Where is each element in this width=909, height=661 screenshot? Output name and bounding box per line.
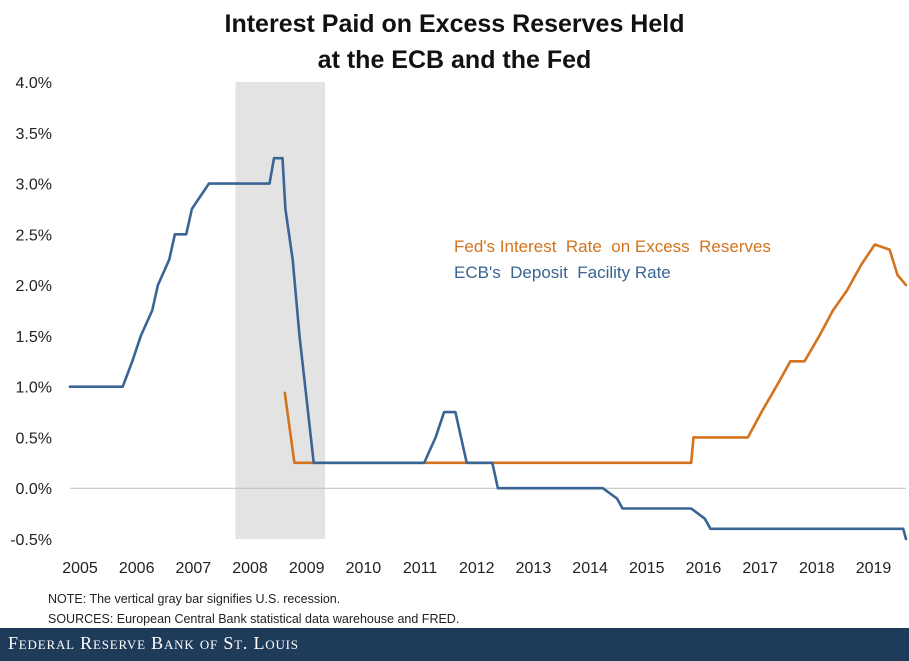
legend-fed-ioer: Fed's Interest Rate on Excess Reserves [454, 237, 771, 256]
y-tick-label: 1.0% [16, 380, 52, 397]
chart-notes: NOTE: The vertical gray bar signifies U.… [48, 589, 459, 629]
y-tick-label: 3.0% [16, 177, 52, 194]
chart-title-line-1: Interest Paid on Excess Reserves Held [224, 10, 685, 38]
footer-brand: Federal Reserve Bank of St. Louis [8, 633, 299, 653]
y-tick-label: 0.5% [16, 430, 52, 447]
fed-ioer-series-line [283, 243, 908, 465]
x-tick-label: 2019 [856, 560, 892, 577]
x-tick-label: 2005 [62, 560, 98, 577]
x-tick-label: 2012 [459, 560, 495, 577]
y-tick-label: 3.5% [16, 126, 52, 143]
y-tick-label: 1.5% [16, 329, 52, 346]
y-tick-label: 4.0% [16, 75, 52, 92]
x-tick-label: 2007 [176, 560, 212, 577]
x-tick-label: 2014 [572, 560, 608, 577]
y-tick-label: -0.5% [10, 532, 52, 549]
recession-note: NOTE: The vertical gray bar signifies U.… [48, 592, 341, 606]
chart-title-line-2: at the ECB and the Fed [317, 46, 592, 74]
ecb-deposit-rate-series-line [68, 156, 908, 541]
x-tick-label: 2009 [289, 560, 325, 577]
x-tick-label: 2008 [232, 560, 268, 577]
x-tick-label: 2010 [346, 560, 382, 577]
y-tick-label: 2.0% [16, 278, 52, 295]
x-tick-label: 2013 [516, 560, 552, 577]
x-tick-label: 2018 [799, 560, 835, 577]
x-tick-label: 2017 [742, 560, 778, 577]
chart-title: Interest Paid on Excess Reserves Held at… [0, 6, 909, 78]
x-tick-label: 2006 [119, 560, 155, 577]
x-tick-label: 2015 [629, 560, 665, 577]
x-tick-label: 2016 [686, 560, 722, 577]
legend-ecb-deposit-rate: ECB's Deposit Facility Rate [454, 263, 671, 282]
y-tick-label: 2.5% [16, 227, 52, 244]
footer-bar: Federal Reserve Bank of St. Louis [0, 628, 909, 661]
y-tick-label: 0.0% [16, 481, 52, 498]
x-tick-label: 2011 [403, 560, 438, 577]
sources-note: SOURCES: European Central Bank statistic… [48, 612, 460, 626]
recession-bar [235, 82, 326, 539]
